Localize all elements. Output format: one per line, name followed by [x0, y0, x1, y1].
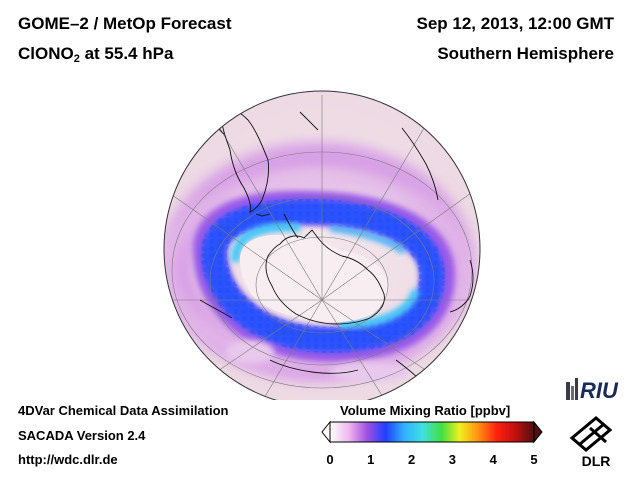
map-title: GOME–2 / MetOp Forecast	[18, 14, 232, 33]
species-label: ClONO2 at 55.4 hPa	[18, 44, 173, 65]
colorbar-tick-3: 3	[448, 452, 456, 467]
coastlines	[199, 107, 474, 381]
coast-south-america	[221, 107, 269, 213]
coast-tierra-del-fuego	[255, 213, 271, 217]
coast-africa	[401, 127, 439, 201]
colorbar-tick-4: 4	[489, 452, 497, 467]
colorbar-gradient	[329, 421, 535, 443]
colorbar-tick-0: 0	[326, 452, 334, 467]
coast-ross-sea	[199, 299, 233, 319]
riu-logo-text: RIU	[580, 378, 619, 403]
globe-field	[164, 91, 480, 400]
field-cyan-peak-east	[339, 288, 420, 329]
coast-antarctica	[265, 229, 385, 325]
dlr-logo: DLR	[569, 416, 613, 469]
field-blob-southeast	[330, 362, 410, 382]
southern-hemisphere-map	[163, 90, 481, 400]
coast-australia-south	[269, 359, 359, 374]
coast-madagascar	[449, 259, 474, 313]
colorbar-tick-5: 5	[530, 452, 538, 467]
hemisphere-label: Southern Hemisphere	[437, 44, 614, 63]
dlr-logo-text: DLR	[582, 453, 611, 469]
species-level: at 55.4 hPa	[79, 44, 174, 63]
colorbar-title: Volume Mixing Ratio [ppbv]	[340, 403, 511, 418]
species-main: ClONO	[18, 44, 74, 63]
graticule	[164, 95, 479, 400]
colorbar	[321, 420, 543, 444]
colorbar-tick-1: 1	[367, 452, 375, 467]
riu-logo: RIU	[566, 378, 619, 403]
colorbar-min-arrow	[321, 420, 331, 444]
colorbar-tick-2: 2	[407, 452, 416, 467]
field-cyan-peak-north	[329, 225, 406, 255]
method-label: 4DVar Chemical Data Assimilation	[18, 403, 229, 418]
version-label: SACADA Version 2.4	[18, 428, 146, 443]
forecast-datetime: Sep 12, 2013, 12:00 GMT	[416, 14, 615, 33]
source-url: http://wdc.dlr.de	[18, 452, 118, 467]
colorbar-max-arrow	[533, 420, 543, 444]
coast-atlantic	[299, 111, 319, 131]
species-subscript: 2	[73, 53, 80, 65]
coast-antarctic-peninsula	[283, 213, 299, 239]
globe-outline	[163, 90, 481, 400]
field-blob-south	[226, 340, 274, 364]
